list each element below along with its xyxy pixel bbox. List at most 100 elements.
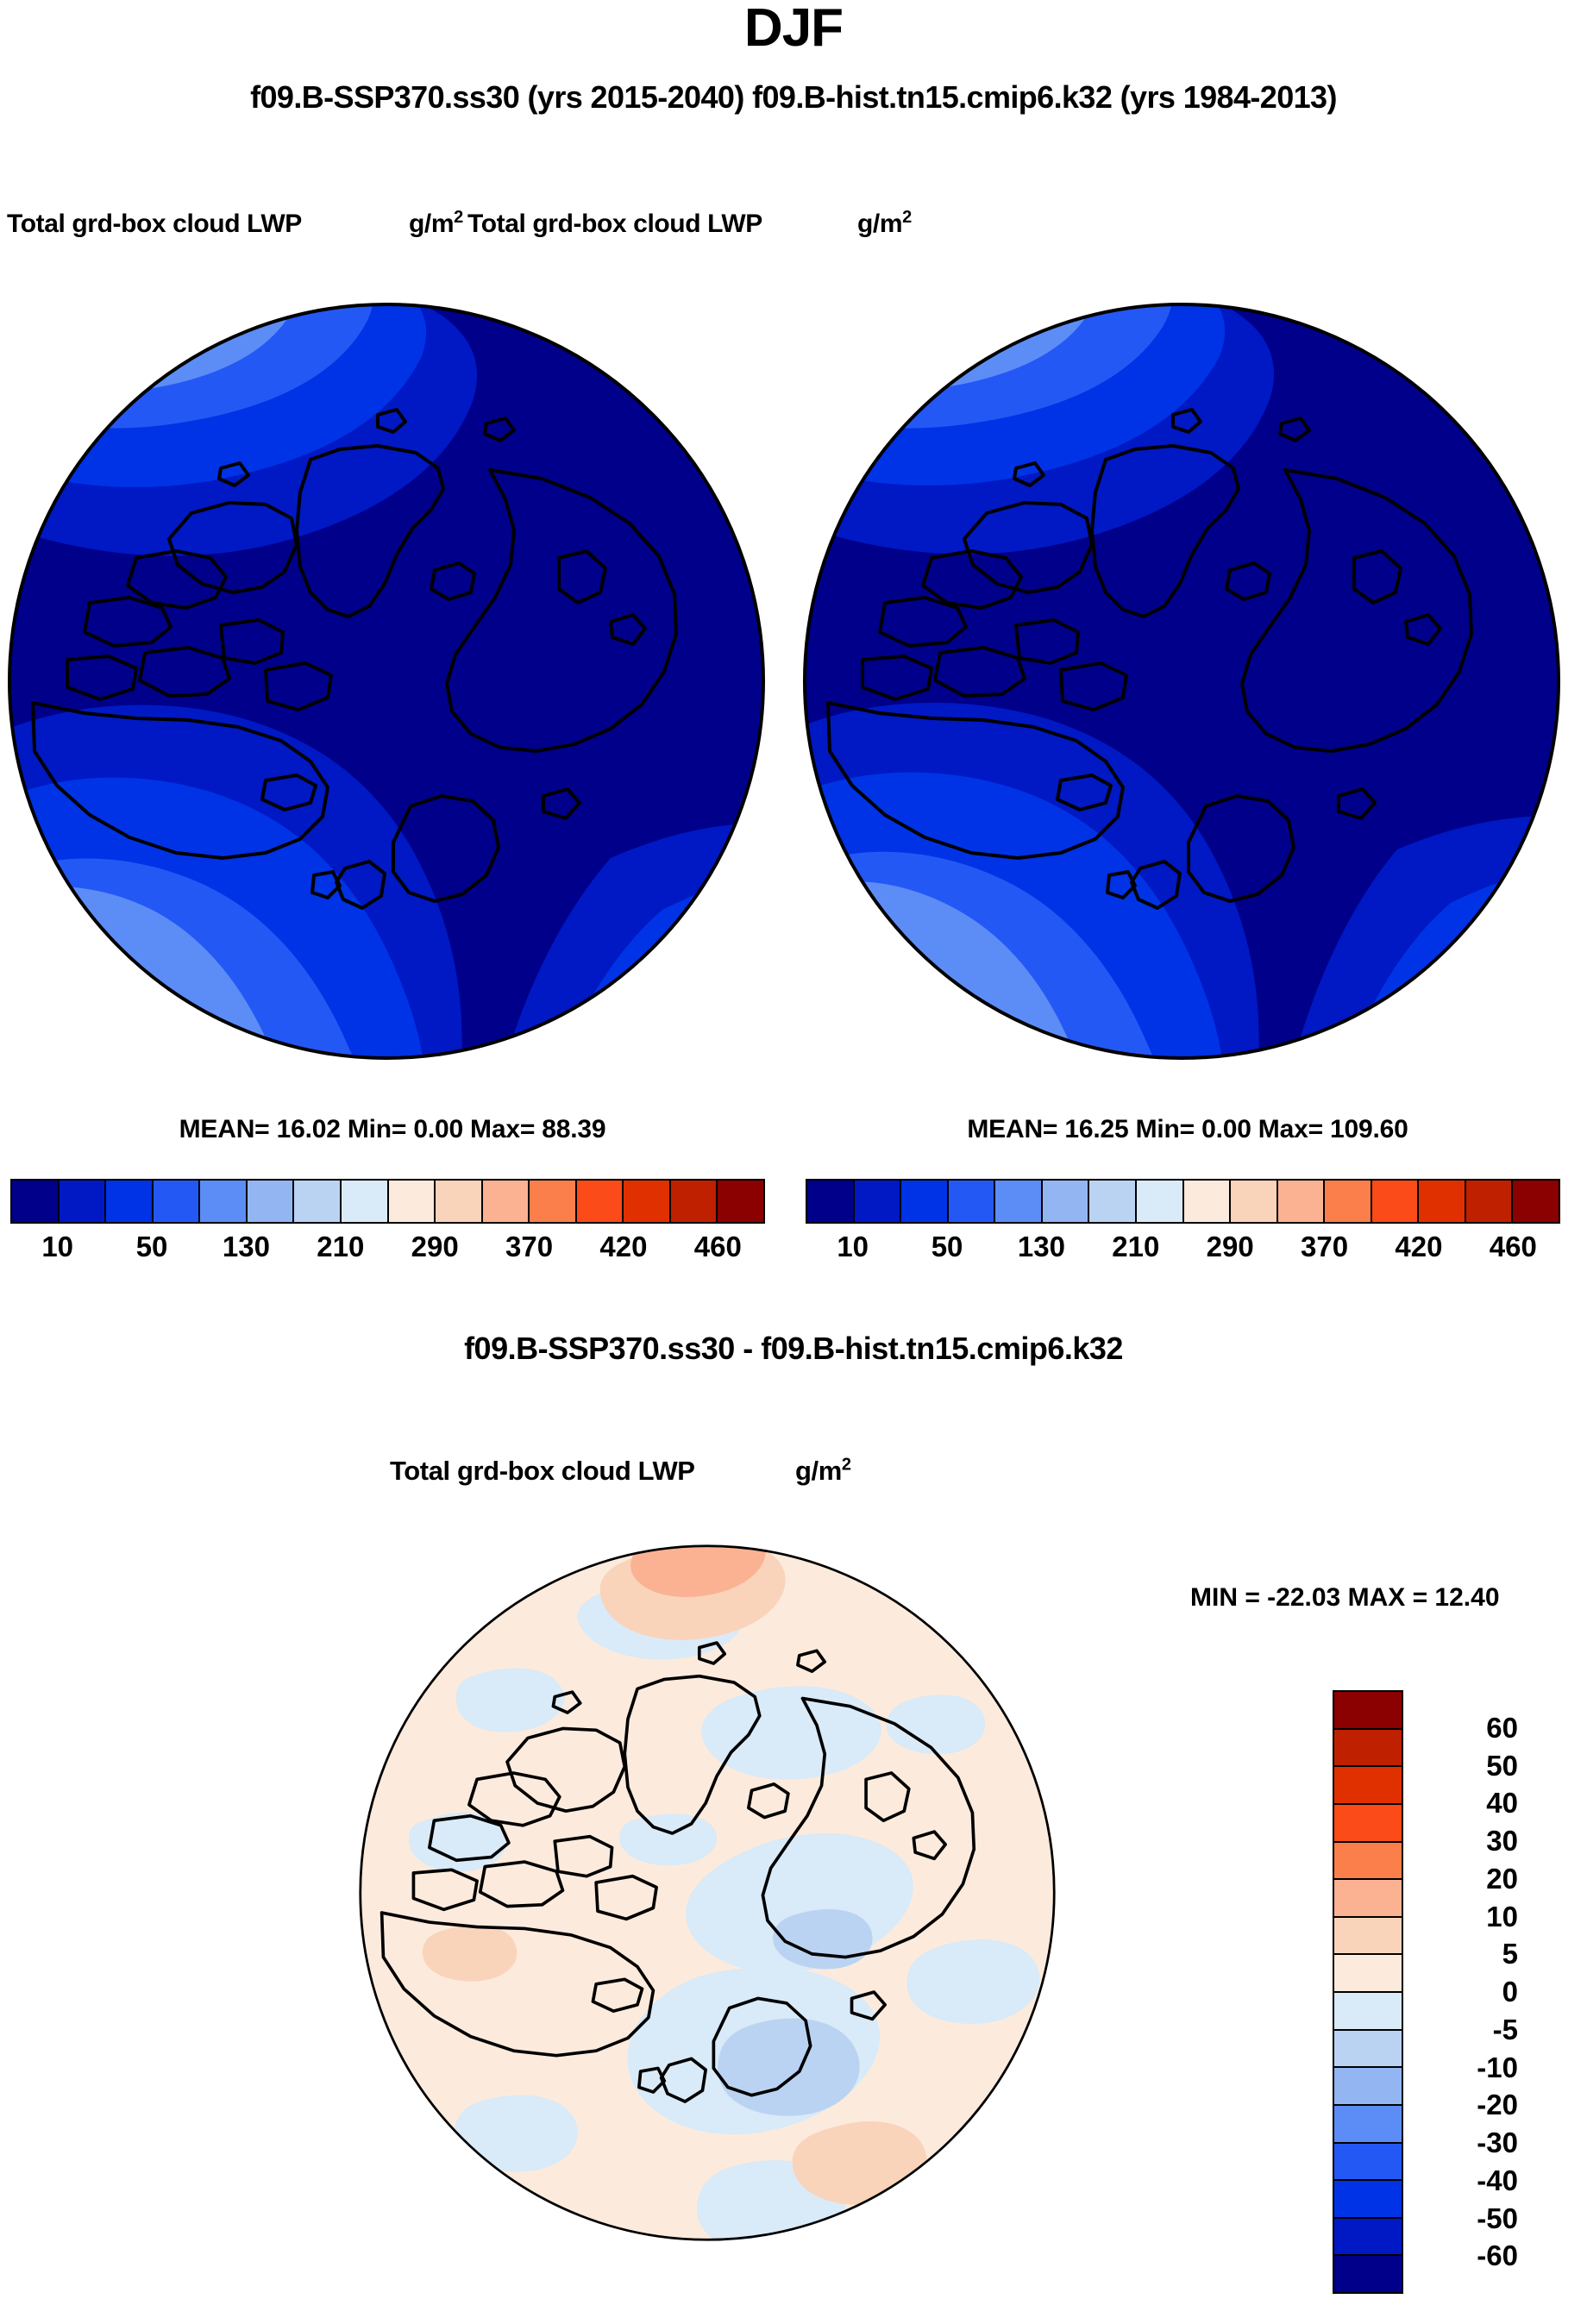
panel-header-diff: Total grd-box cloud LWP g/m2 xyxy=(390,1456,1252,1490)
colorbar-cell xyxy=(1334,2181,1402,2219)
colorbar-tick-label: 370 xyxy=(1301,1231,1349,1262)
colorbar-cell xyxy=(1334,1955,1402,1993)
unit-text-diff: g/m xyxy=(795,1456,842,1486)
colorbar-cell xyxy=(576,1181,624,1222)
colorbar-tick-label: 290 xyxy=(411,1231,459,1262)
colorbar-tick-label: 460 xyxy=(1489,1231,1537,1262)
colorbar-cell xyxy=(1334,1917,1402,1956)
colorbar-difference-cells xyxy=(1333,1690,1403,2294)
colorbar-tick-label: -50 xyxy=(1477,2202,1518,2234)
colorbar-tick-label: 130 xyxy=(222,1231,270,1262)
colorbar-tick-label: 420 xyxy=(1395,1231,1443,1262)
colorbar-cell xyxy=(153,1181,201,1222)
colorbar-cell xyxy=(482,1181,530,1222)
colorbar-cell xyxy=(294,1181,342,1222)
colorbar-tick-label: 10 xyxy=(1486,1900,1518,1932)
colorbar-tick-label: 10 xyxy=(41,1231,74,1262)
colorbar-cell xyxy=(388,1181,436,1222)
colorbar-cell xyxy=(1334,1993,1402,2031)
colorbar-tick-label: 20 xyxy=(1486,1862,1518,1895)
colorbar-cell xyxy=(1334,1880,1402,1918)
variable-label-right: Total grd-box cloud LWP xyxy=(467,210,762,238)
colorbar-cell xyxy=(1419,1181,1466,1222)
colorbar-tick-label: 370 xyxy=(505,1231,554,1262)
colorbar-cell xyxy=(1513,1181,1559,1222)
colorbar-tick-label: 40 xyxy=(1486,1787,1518,1820)
page-title: DJF xyxy=(743,0,844,58)
colorbar-cell xyxy=(1334,1729,1402,1768)
colorbar-cell xyxy=(901,1181,949,1222)
colorbar-cell xyxy=(1334,1692,1402,1730)
colorbar-cell xyxy=(1277,1181,1326,1222)
colorbar-tick-label: -40 xyxy=(1477,2164,1518,2196)
colorbar-left xyxy=(10,1179,765,1224)
colorbar-tick-label: 210 xyxy=(1112,1231,1160,1262)
colorbar-cell xyxy=(1334,2030,1402,2069)
colorbar-cell xyxy=(1334,1767,1402,1805)
unit-exponent-right: 2 xyxy=(902,208,912,227)
colorbar-tick-label: 460 xyxy=(693,1231,742,1262)
colorbar-cell xyxy=(670,1181,718,1222)
colorbar-cell xyxy=(1136,1181,1184,1222)
colorbar-cell xyxy=(1183,1181,1232,1222)
panel-header-right: Total grd-box cloud LWP g/m2 xyxy=(467,208,1580,244)
colorbar-cell xyxy=(807,1181,855,1222)
colorbar-cell xyxy=(341,1181,389,1222)
colorbar-cell xyxy=(200,1181,248,1222)
colorbar-tick-label: -10 xyxy=(1477,2051,1518,2083)
colorbar-tick-label: 60 xyxy=(1486,1711,1518,1744)
colorbar-cell xyxy=(1042,1181,1090,1222)
colorbar-cell xyxy=(59,1181,107,1222)
colorbar-cell xyxy=(436,1181,483,1222)
unit-label-right: g/m2 xyxy=(857,208,912,239)
polar-map-difference xyxy=(359,1544,1056,2241)
colorbar-tick-label: -5 xyxy=(1492,2013,1518,2045)
colorbar-cell xyxy=(530,1181,577,1222)
colorbar-cell xyxy=(1371,1181,1420,1222)
unit-exponent-diff: 2 xyxy=(841,1455,851,1475)
colorbar-cell xyxy=(854,1181,902,1222)
colorbar-cell xyxy=(1334,2105,1402,2144)
colorbar-cell xyxy=(1334,2068,1402,2106)
colorbar-right-ticks: 10 50 130 210 290 370 420 460 xyxy=(806,1231,1560,1268)
colorbar-cell xyxy=(1334,2143,1402,2182)
unit-exponent-left: 2 xyxy=(454,208,463,227)
colorbar-cell xyxy=(1334,2218,1402,2257)
colorbar-right xyxy=(806,1179,1560,1224)
colorbar-difference-ticks: 60 50 40 30 20 10 5 0 -5 -10 -20 -30 -40 -50 -60 xyxy=(1414,1690,1570,2294)
colorbar-cell xyxy=(1334,1804,1402,1843)
unit-label-diff: g/m2 xyxy=(795,1456,851,1487)
colorbar-tick-label: 50 xyxy=(135,1231,168,1262)
colorbar-tick-label: 30 xyxy=(1486,1825,1518,1857)
colorbar-left-cells xyxy=(10,1179,765,1224)
colorbar-cell xyxy=(995,1181,1043,1222)
colorbar-difference xyxy=(1333,1690,1403,2294)
polar-map-hist xyxy=(803,303,1560,1060)
unit-text-right: g/m xyxy=(857,210,903,238)
colorbar-cell xyxy=(948,1181,996,1222)
polar-map-ssp370 xyxy=(8,303,765,1060)
stats-left: MEAN= 16.02 Min= 0.00 Max= 88.39 xyxy=(179,1115,606,1143)
colorbar-cell xyxy=(1334,1842,1402,1881)
colorbar-tick-label: 210 xyxy=(317,1231,365,1262)
colorbar-cell xyxy=(1334,2256,1402,2292)
colorbar-cell xyxy=(106,1181,154,1222)
colorbar-tick-label: 0 xyxy=(1502,1976,1518,2008)
panel-header-left: Total grd-box cloud LWP g/m2 xyxy=(7,208,783,244)
colorbar-tick-label: 10 xyxy=(837,1231,869,1262)
unit-label-left: g/m2 xyxy=(409,208,463,239)
colorbar-cell xyxy=(12,1181,60,1222)
colorbar-cell xyxy=(1089,1181,1137,1222)
colorbar-tick-label: 50 xyxy=(1486,1749,1518,1782)
difference-title: f09.B-SSP370.ss30 - f09.B-hist.tn15.cmip… xyxy=(464,1331,1123,1366)
colorbar-tick-label: -30 xyxy=(1477,2127,1518,2158)
colorbar-tick-label: 130 xyxy=(1017,1231,1065,1262)
colorbar-left-ticks: 10 50 130 210 290 370 420 460 xyxy=(10,1231,765,1268)
colorbar-cell xyxy=(1465,1181,1514,1222)
colorbar-tick-label: 5 xyxy=(1502,1938,1518,1970)
colorbar-cell xyxy=(1231,1181,1278,1222)
colorbar-tick-label: 50 xyxy=(931,1231,963,1262)
colorbar-cell xyxy=(624,1181,671,1222)
colorbar-tick-label: -20 xyxy=(1477,2089,1518,2121)
unit-text-left: g/m xyxy=(409,210,455,238)
